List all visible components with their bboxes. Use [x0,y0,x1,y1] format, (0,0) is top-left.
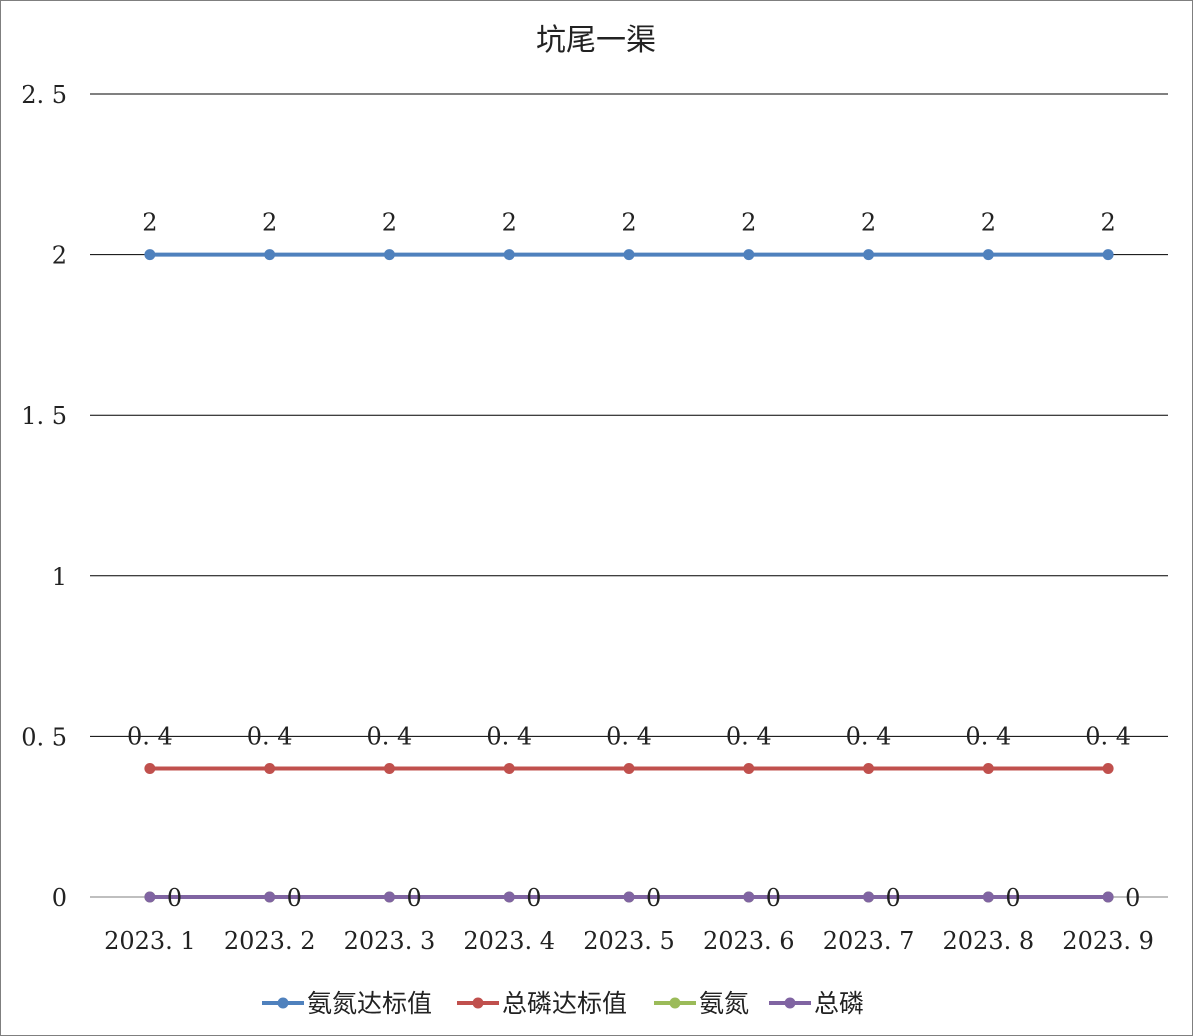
legend-marker [784,997,796,1009]
data-label: 0. 4 [486,723,532,751]
data-label: 0 [766,884,781,912]
y-tick-label: 1 [52,563,67,591]
data-label: 2 [262,209,277,237]
legend-marker [669,997,681,1009]
legend-marker [277,997,289,1009]
series-1 [144,249,1114,261]
data-point [1102,763,1114,775]
legend-item: 总磷 [769,989,864,1018]
data-label: 2 [142,209,157,237]
data-point [743,891,755,903]
data-point [503,249,515,261]
x-tick-label: 2023. 8 [943,927,1035,955]
data-point [863,763,875,775]
legend-item: 氨氮达标值 [262,989,432,1018]
legend-marker [472,997,484,1009]
legend-item: 总磷达标值 [457,989,627,1018]
data-point [503,891,515,903]
data-point [144,763,156,775]
data-point [863,249,875,261]
y-tick-label: 0 [52,884,67,912]
x-tick-label: 2023. 2 [224,927,316,955]
data-label: 0. 4 [127,723,173,751]
data-label: 0. 4 [726,723,772,751]
data-point [383,891,395,903]
data-point [264,891,276,903]
x-tick-label: 2023. 1 [104,927,196,955]
x-tick-label: 2023. 5 [583,927,675,955]
x-tick-label: 2023. 7 [823,927,915,955]
data-label: 2 [502,209,517,237]
data-label: 0 [167,884,182,912]
chart-title: 坑尾一渠 [536,23,656,58]
data-point [863,891,875,903]
data-point [623,249,635,261]
data-label: 0. 4 [606,723,652,751]
series-4 [144,891,1114,903]
y-tick-label: 2 [52,242,67,270]
data-label: 0. 4 [1085,723,1131,751]
series-layer [144,249,1114,903]
data-point [982,249,994,261]
legend-label: 氨氮 [699,989,749,1018]
y-axis-ticks: 0 0. 5 1 1. 5 2 2. 5 [21,81,67,912]
data-labels: 2 2 2 2 2 2 2 2 2 0. 4 0. 4 0. 4 0. 4 0. 4 0. 4 0. 4 0. … [127,209,1140,912]
data-label: 2 [382,209,397,237]
data-point [623,891,635,903]
y-tick-label: 2. 5 [21,81,67,109]
data-point [503,763,515,775]
y-tick-label: 1. 5 [21,402,67,430]
data-label: 0. 4 [846,723,892,751]
series-2 [144,763,1114,775]
data-point [982,891,994,903]
data-label: 2 [861,209,876,237]
data-point [264,249,276,261]
legend-item: 氨氮 [654,989,749,1018]
data-label: 0 [886,884,901,912]
data-label: 0. 4 [965,723,1011,751]
data-point [1102,891,1114,903]
data-label: 0 [526,884,541,912]
data-point [743,249,755,261]
data-point [1102,249,1114,261]
x-axis-ticks: 2023. 1 2023. 2 2023. 3 2023. 4 2023. 5 2023.… [104,927,1154,955]
legend-label: 总磷 [814,989,864,1018]
data-point [383,249,395,261]
data-label: 2 [981,209,996,237]
x-tick-label: 2023. 6 [703,927,795,955]
data-label: 0. 4 [247,723,293,751]
x-tick-label: 2023. 3 [344,927,436,955]
y-tick-label: 0. 5 [21,723,67,751]
data-point [144,891,156,903]
data-point [264,763,276,775]
data-point [144,249,156,261]
data-point [623,763,635,775]
data-label: 0 [646,884,661,912]
data-point [982,763,994,775]
data-label: 0 [1005,884,1020,912]
data-point [383,763,395,775]
data-label: 2 [741,209,756,237]
data-label: 0. 4 [367,723,413,751]
x-tick-label: 2023. 4 [463,927,555,955]
x-tick-label: 2023. 9 [1062,927,1154,955]
data-label: 0 [1125,884,1140,912]
legend-label: 氨氮达标值 [307,989,432,1018]
data-point [743,763,755,775]
legend: 氨氮达标值 总磷达标值 氨氮 总磷 [262,989,864,1018]
data-label: 0 [287,884,302,912]
data-label: 2 [1100,209,1115,237]
legend-label: 总磷达标值 [502,989,627,1018]
data-label: 0 [406,884,421,912]
data-label: 2 [621,209,636,237]
